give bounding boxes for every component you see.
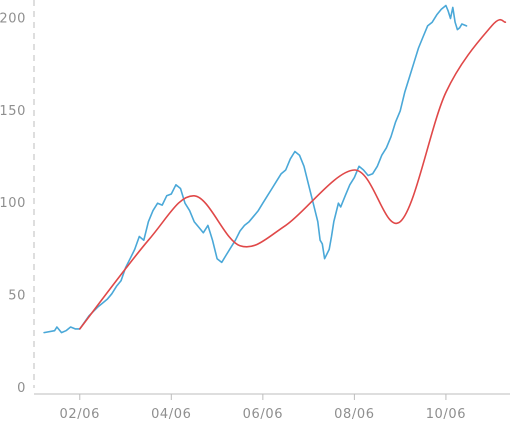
x-tick-label: 02/06 <box>60 407 100 422</box>
x-tick-label: 04/06 <box>151 407 191 422</box>
x-tick-label: 06/06 <box>243 407 283 422</box>
y-tick-label: 100 <box>0 196 26 211</box>
y-tick-label: 150 <box>0 104 26 119</box>
x-tick-label: 08/06 <box>334 407 374 422</box>
series-line-blue <box>43 4 468 334</box>
plot-area <box>43 4 507 334</box>
y-tick-label: 200 <box>0 11 26 26</box>
x-axis: 02/06 04/06 06/06 08/06 10/06 <box>34 393 510 422</box>
series-line-red <box>79 18 507 330</box>
x-tick-label: 10/06 <box>426 407 466 422</box>
y-tick-label: 0 <box>17 381 26 396</box>
y-tick-label: 50 <box>8 289 26 304</box>
y-axis: 0 50 100 150 200 <box>0 0 35 396</box>
